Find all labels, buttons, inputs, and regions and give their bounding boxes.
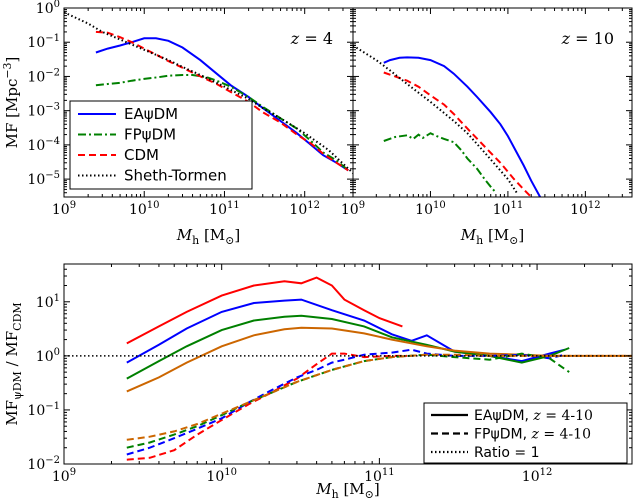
series-line-ea-dm-2 (126, 314, 570, 380)
x-tick-label: 1012 (522, 467, 553, 485)
series-line-fp-dm-7 (126, 353, 632, 441)
y-tick-label: 10−1 (27, 401, 60, 419)
x-tick-label: 1011 (209, 200, 240, 218)
series-layer (64, 11, 632, 461)
series-line-ea-dm-0 (126, 276, 403, 345)
y-axis-label: MFψDM / MFCDM (3, 302, 24, 425)
series-line-sheth-tormen-3 (353, 44, 518, 194)
x-tick-label: 1012 (289, 200, 320, 218)
series-line-fp-dm-6 (126, 352, 570, 449)
legend-label: FPψDM, z = 4-10 (474, 427, 591, 443)
y-tick-label: 10−2 (27, 67, 60, 85)
x-tick-label: 109 (341, 200, 365, 218)
x-tick-label: 1010 (415, 200, 446, 218)
series-line-cdm-2 (383, 71, 532, 197)
legend-label: EAψDM, z = 4-10 (474, 408, 593, 424)
legend-label: CDM (124, 146, 159, 164)
x-tick-label: 109 (52, 200, 76, 218)
legend-label: Ratio = 1 (474, 445, 539, 461)
x-axis-label: Mh [M⊙] (315, 480, 380, 500)
series-line-fp-dm-4 (126, 352, 408, 461)
redshift-label: z = 4 (290, 29, 333, 48)
redshift-label: z = 10 (561, 29, 614, 48)
series-line-fp-dm-1 (95, 74, 349, 172)
y-tick-label: 10−4 (27, 136, 60, 154)
x-axis-label: Mh [M⊙] (176, 226, 241, 247)
series-line-sheth-tormen-3 (64, 11, 353, 174)
x-tick-label: 1011 (364, 467, 395, 485)
series-line-fp-dm-1 (383, 132, 497, 194)
legend-label: EAψDM (124, 105, 178, 123)
x-tick-label: 1011 (493, 200, 524, 218)
y-tick-label: 101 (36, 293, 60, 311)
x-tick-label: 1012 (570, 200, 601, 218)
x-axis-label: Mh [M⊙] (460, 226, 525, 247)
series-line-ea-dm-0 (383, 56, 541, 197)
y-tick-label: 10−3 (27, 102, 60, 120)
y-tick-label: 100 (36, 347, 60, 365)
legend-label: Sheth-Tormen (124, 167, 227, 185)
axes-layer (63, 7, 633, 465)
y-tick-label: 10−1 (27, 33, 60, 51)
y-axis-label: MF [Mpc−3] (1, 57, 21, 149)
x-tick-label: 1010 (206, 467, 237, 485)
y-tick-label: 100 (36, 0, 60, 17)
x-tick-label: 1010 (129, 200, 160, 218)
series-line-fp-dm-5 (126, 348, 566, 456)
legend-box (69, 100, 253, 190)
panel-frame-top-right (352, 7, 633, 198)
legend-label: FPψDM (124, 126, 176, 144)
y-tick-label: 10−5 (27, 170, 60, 188)
y-tick-label: 10−2 (27, 455, 60, 473)
x-tick-label: 109 (52, 467, 76, 485)
